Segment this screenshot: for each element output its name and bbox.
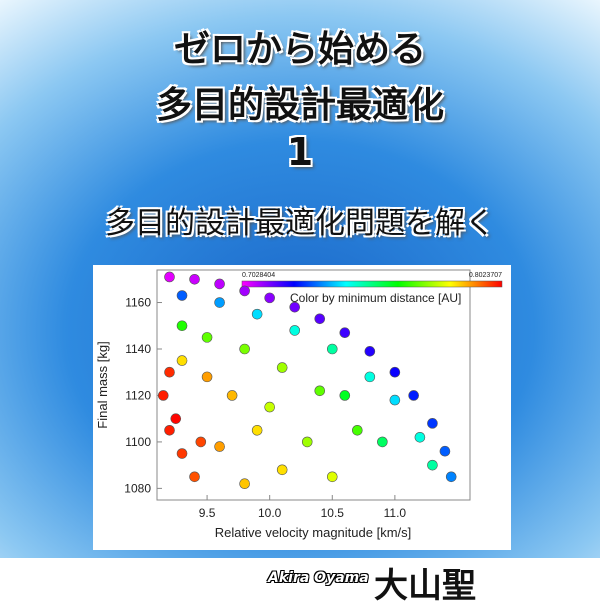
point xyxy=(427,459,438,471)
y-tick-label: 1140 xyxy=(125,342,151,356)
point xyxy=(170,413,182,424)
point xyxy=(276,464,288,476)
footer: Akira Oyama 大山聖 xyxy=(0,558,600,606)
title-line: 1 xyxy=(286,130,314,174)
point xyxy=(439,445,451,457)
point xyxy=(427,418,438,429)
point xyxy=(239,478,250,490)
point xyxy=(289,325,301,336)
x-axis-label: Relative velocity magnitude [km/s] xyxy=(215,525,412,540)
point xyxy=(339,327,351,339)
chart: Relative velocity magnitude [km/s] Final… xyxy=(93,265,511,550)
point xyxy=(314,313,326,325)
point xyxy=(176,290,188,301)
y-axis-label: Final mass [kg] xyxy=(95,341,110,428)
point xyxy=(189,471,200,483)
point xyxy=(251,308,263,320)
point xyxy=(364,346,376,357)
point xyxy=(239,285,250,297)
x-tick-label: 10.0 xyxy=(258,506,282,520)
y-tick-label: 1160 xyxy=(125,296,151,310)
point xyxy=(176,355,188,366)
point xyxy=(176,448,188,459)
y-tick-label: 1080 xyxy=(124,481,151,495)
point xyxy=(201,371,213,383)
point xyxy=(445,471,457,483)
point xyxy=(164,425,175,436)
point xyxy=(377,436,388,448)
point xyxy=(326,343,338,355)
point xyxy=(164,271,175,283)
x-tick-label: 10.5 xyxy=(321,506,345,520)
colorbar-title: Color by minimum distance [AU] xyxy=(290,291,461,305)
point xyxy=(414,431,426,443)
point xyxy=(189,273,200,285)
point xyxy=(289,301,301,313)
point xyxy=(214,441,225,452)
point xyxy=(352,425,363,436)
point xyxy=(389,394,401,406)
point xyxy=(264,401,275,413)
point xyxy=(301,436,313,448)
point xyxy=(276,362,288,373)
point xyxy=(389,366,401,378)
colorbar-tick-label: 0.7028404 xyxy=(242,272,275,279)
x-tick-label: 11.0 xyxy=(384,506,407,520)
point xyxy=(176,320,188,332)
author: 大山聖 xyxy=(374,566,476,606)
point xyxy=(408,390,419,401)
colorbar-tick-label: 0.8023707 xyxy=(469,272,502,279)
point xyxy=(239,343,250,355)
point xyxy=(251,425,263,436)
point xyxy=(157,390,169,401)
plot-frame xyxy=(156,269,471,501)
point xyxy=(339,390,351,401)
title-line: 多目的設計最適化 xyxy=(155,85,444,126)
y-tick-label: 1100 xyxy=(125,435,151,449)
colorbar xyxy=(241,280,503,288)
point xyxy=(326,471,338,483)
point xyxy=(264,292,275,304)
point xyxy=(364,371,376,383)
title-line: ゼロから始める xyxy=(173,29,426,70)
point xyxy=(201,332,213,343)
subtitle: 多目的設計最適化問題を解く xyxy=(105,206,495,241)
point xyxy=(164,366,175,378)
point xyxy=(214,278,225,290)
point xyxy=(226,390,238,401)
point xyxy=(195,436,207,448)
x-tick-label: 9.5 xyxy=(199,506,216,520)
point xyxy=(314,385,326,397)
author-roman: Akira Oyama xyxy=(268,570,369,586)
point xyxy=(214,297,225,308)
y-tick-label: 1120 xyxy=(125,388,151,402)
